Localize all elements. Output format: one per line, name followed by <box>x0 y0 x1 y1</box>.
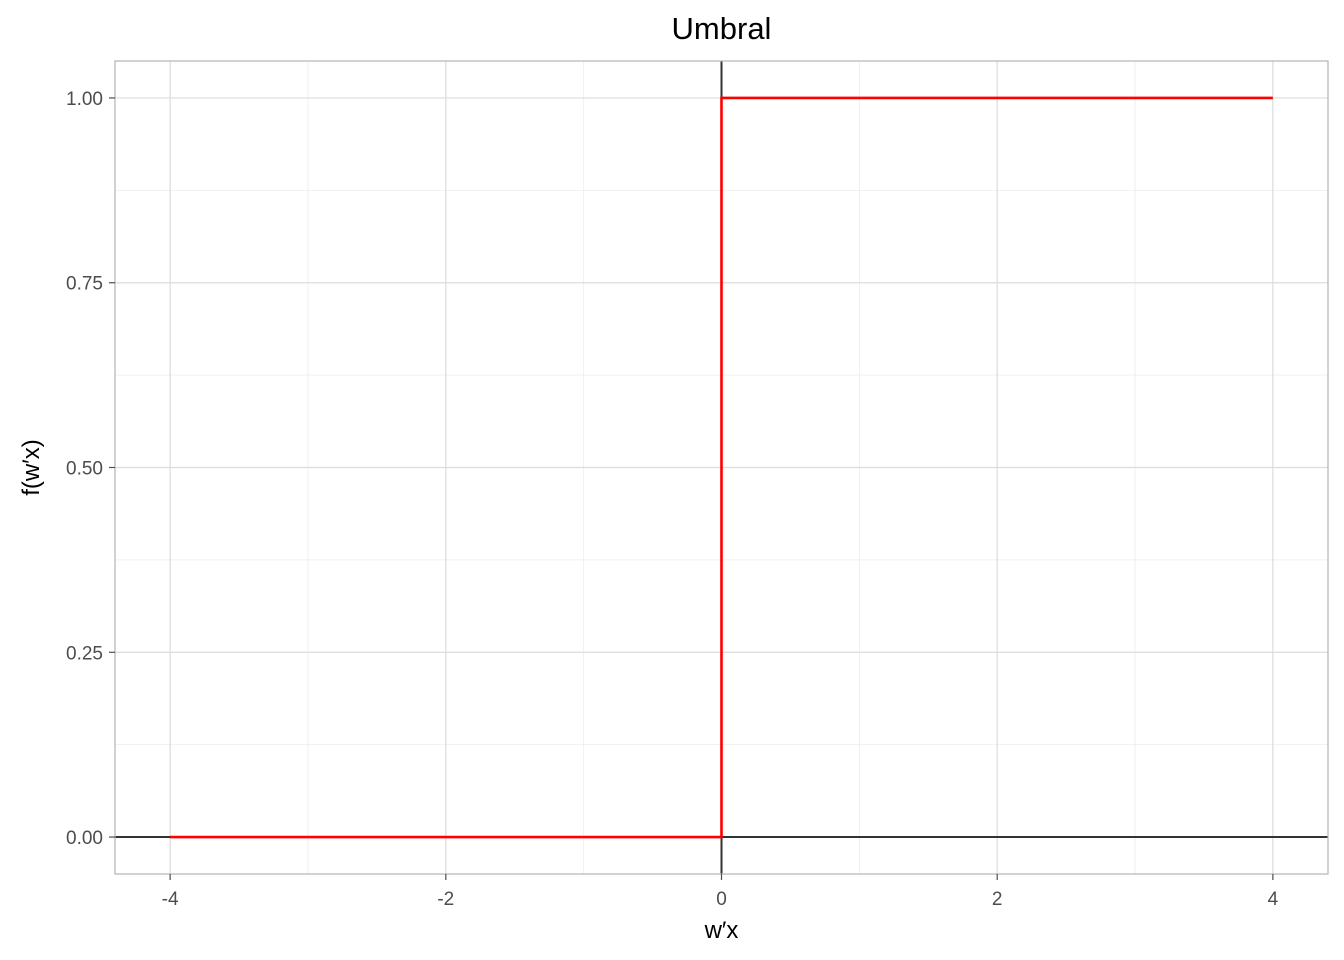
x-axis-label: w′x <box>704 917 739 944</box>
x-tick-label: -2 <box>437 889 454 910</box>
y-tick-label: 0.00 <box>66 828 103 849</box>
tick-marks <box>109 97 1274 880</box>
series-line-0 <box>170 96 1273 839</box>
y-tick-label: 1.00 <box>66 89 103 110</box>
y-tick-labels: 0.00 0.25 0.50 0.75 1.00 <box>66 89 103 849</box>
y-axis-label: f(w′x) <box>18 439 45 495</box>
x-tick-labels: -4 -2 0 2 4 <box>162 889 1279 910</box>
series-group <box>170 96 1273 839</box>
y-tick-label: 0.75 <box>66 274 103 295</box>
y-tick-label: 0.50 <box>66 459 103 480</box>
x-tick-label: 4 <box>1268 889 1279 910</box>
x-tick-label: -4 <box>162 889 179 910</box>
x-tick-label: 2 <box>992 889 1003 910</box>
chart-title: Umbral <box>672 11 772 46</box>
x-tick-label: 0 <box>716 889 727 910</box>
y-tick-label: 0.25 <box>66 643 103 664</box>
